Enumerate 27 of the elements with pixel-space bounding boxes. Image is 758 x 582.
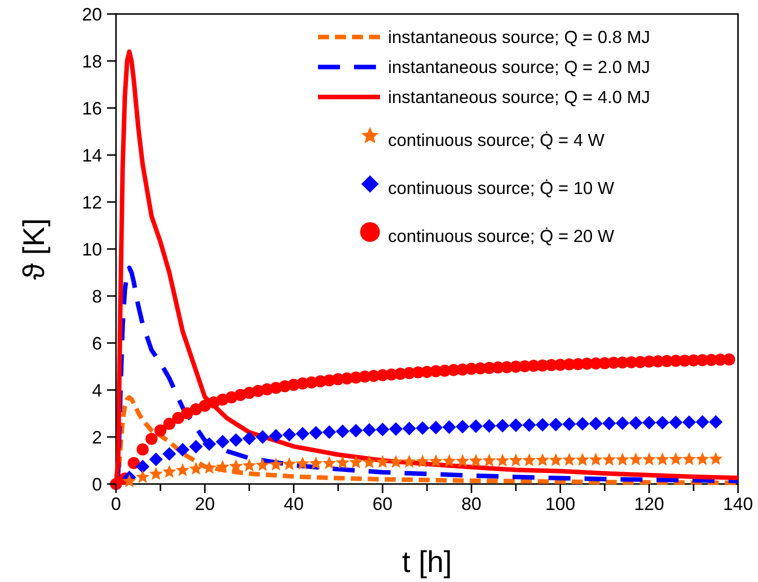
x-axis-title: t [h] <box>402 546 452 579</box>
x-tick-label: 60 <box>372 494 393 514</box>
x-tick-label: 100 <box>545 494 576 514</box>
legend-label: continuous source; Q̇ = 4 W <box>388 130 605 150</box>
x-tick-label: 120 <box>634 494 664 514</box>
y-tick-label: 0 <box>92 474 102 494</box>
y-tick-label: 14 <box>82 145 102 166</box>
x-tick-label: 80 <box>461 494 482 514</box>
y-tick-label: 8 <box>92 286 102 306</box>
y-tick-label: 10 <box>82 239 102 260</box>
y-axis-title: ϑ [K] <box>18 218 51 280</box>
y-tick-label: 2 <box>92 427 102 448</box>
y-tick-label: 18 <box>82 51 102 72</box>
legend-label: continuous source; Q̇ = 20 W <box>388 226 615 246</box>
legend-label: instantaneous source; Q = 4.0 MJ <box>388 87 650 108</box>
legend-label: continuous source; Q̇ = 10 W <box>388 178 615 198</box>
y-tick-label: 6 <box>92 333 102 354</box>
x-tick-label: 40 <box>284 494 304 514</box>
x-tick-label: 20 <box>194 494 215 514</box>
y-tick-label: 12 <box>82 192 102 212</box>
y-tick-label: 4 <box>92 380 102 400</box>
y-tick-label: 20 <box>82 4 102 24</box>
x-tick-label: 0 <box>110 494 122 514</box>
legend-label: instantaneous source; Q = 2.0 MJ <box>388 57 650 78</box>
legend-label: instantaneous source; Q = 0.8 MJ <box>388 27 650 48</box>
y-tick-label: 16 <box>82 98 102 118</box>
x-tick-label: 140 <box>722 494 754 514</box>
